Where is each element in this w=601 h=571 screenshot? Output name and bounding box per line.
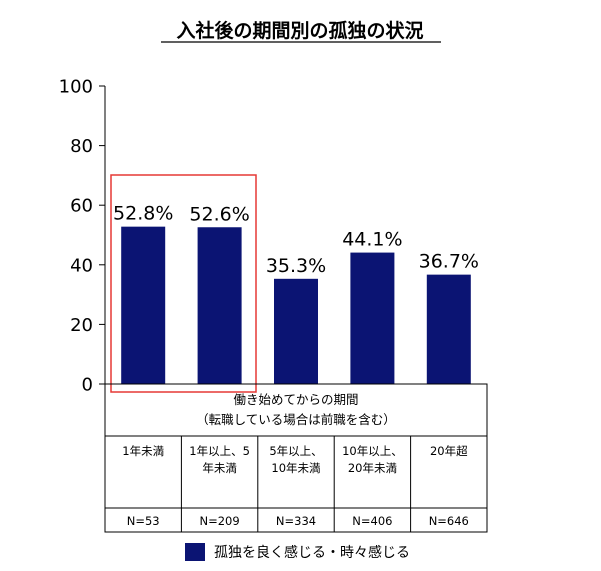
category-label: 10年以上、 [342,444,403,458]
sample-size-label: N=53 [127,514,160,528]
category-label: 10年未満 [271,461,320,475]
table-column-dividers [180,436,412,532]
sample-size-label: N=209 [199,514,239,528]
bar [121,226,166,384]
category-label: 20年超 [430,444,468,458]
y-tick-label: 100 [59,77,93,98]
sample-size-label: N=334 [276,514,316,528]
chart-title: 入社後の期間別の孤独の状況 [176,19,423,42]
legend-label: 孤独を良く感じる・時々感じる [214,544,410,561]
category-label: 20年未満 [348,461,397,475]
y-tick-label: 60 [70,196,93,217]
data-label: 52.8% [113,203,173,225]
category-label: 1年以上、5 [189,444,250,458]
y-tick-label: 40 [70,255,93,276]
bars [121,226,471,384]
bar [350,252,395,384]
y-tick-label: 80 [70,136,93,157]
sample-size-labels: N=53 N=209 N=334 N=406 N=646 [127,514,469,528]
table-header-line1: 働き始めてからの期間 [233,392,358,407]
data-labels: 52.8% 52.6% 35.3% 44.1% 36.7% [113,203,479,277]
bar [274,278,318,384]
data-label: 52.6% [189,203,249,225]
y-axis-ticks: 100 80 60 40 20 0 [59,77,105,396]
category-label: 1年未満 [122,444,164,458]
category-labels: 1年未満 1年以上、5 年未満 5年以上、 10年未満 10年以上、 20年未満 20年超 [122,444,468,475]
bar [197,227,242,384]
sample-size-label: N=646 [429,514,469,528]
legend-swatch [185,543,205,561]
category-label: 年未満 [202,461,237,475]
bar [426,274,471,384]
table-header-line2: （転職している場合は前職を含む） [196,412,396,427]
sample-size-label: N=406 [352,514,392,528]
y-tick-label: 20 [70,315,93,336]
y-tick-label: 0 [82,375,93,396]
category-label: 5年以上、 [269,444,322,458]
data-label: 36.7% [419,251,479,273]
category-table: 働き始めてからの期間 （転職している場合は前職を含む） 1年未満 1年以上、5 年未… [104,383,488,533]
legend: 孤独を良く感じる・時々感じる [185,543,410,561]
data-label: 44.1% [342,229,402,251]
highlight-box [110,174,257,393]
data-label: 35.3% [266,255,326,277]
table-border [104,383,488,533]
